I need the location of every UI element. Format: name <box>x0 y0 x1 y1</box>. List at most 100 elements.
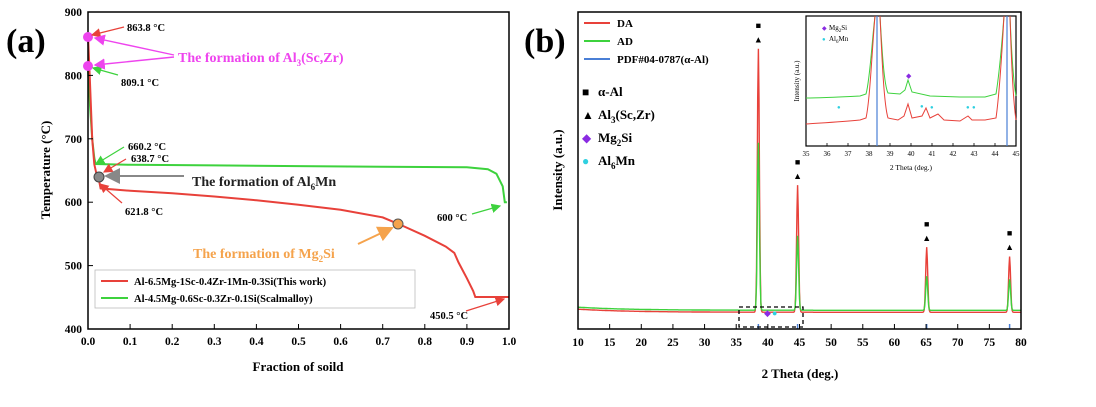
phase-marker-alpha-al: ■ <box>1007 228 1012 238</box>
inset-x-tick-label: 45 <box>1013 150 1021 158</box>
series-ad-line <box>578 142 1021 311</box>
panel-a-y-ticks: 400 500 600 700 800 900 <box>65 7 93 336</box>
x-tick-label: 40 <box>762 337 774 349</box>
inset-al6mn-marker-2: ● <box>920 104 924 110</box>
inset-x-tick-label: 42 <box>950 150 958 158</box>
x-tick-label: 80 <box>1015 337 1027 349</box>
inset-legend-mg2si: Mg2Si <box>829 24 847 34</box>
label-660-2: 660.2 °C <box>128 142 166 153</box>
inset-x-label: 2 Theta (deg.) <box>890 163 933 172</box>
phase-markers: ■ ▲ ■ ▲ ■ ▲ ■ ▲ <box>754 21 1014 253</box>
x-tick-label: 70 <box>952 337 964 349</box>
arrow-660 <box>94 146 125 165</box>
x-tick-label: 0.1 <box>123 336 138 348</box>
inset-x-tick-label: 36 <box>824 150 832 158</box>
legend-box <box>94 269 416 309</box>
panel-a: (a) 0.0 0.1 0.2 0.3 0.4 0.5 0.6 0.7 0.8 0.9 1.0 40… <box>6 7 516 374</box>
x-tick-label: 0.7 <box>376 336 391 348</box>
arrow-863 <box>90 26 125 38</box>
panel-a-x-label: Fraction of soild <box>253 359 345 374</box>
y-tick-label: 600 <box>65 197 83 209</box>
inset-y-label: Intensity (a.u.) <box>793 60 801 102</box>
label-809-1: 809.1 °C <box>121 78 159 89</box>
label-450-5: 450.5 °C <box>430 311 468 322</box>
legend-item-pdf: PDF#04-0787(α-Al) <box>617 54 709 66</box>
marker-mg2si <box>392 218 404 230</box>
arrow-mg2si <box>357 226 394 245</box>
x-tick-label: 55 <box>857 337 869 349</box>
phase-marker-al3sczr: ▲ <box>922 233 931 243</box>
legend-item-da: DA <box>617 18 633 30</box>
arrow-alsczr-2 <box>93 56 175 70</box>
inset-mg2si-marker: ◆ <box>906 72 912 80</box>
x-tick-label: 45 <box>794 337 806 349</box>
y-tick-label: 400 <box>65 324 83 336</box>
phase-legend-mg2si: Mg2Si <box>598 130 633 148</box>
zoom-inset: ◆ ● ● ● ● ● ◆ Mg2Si ● Al6Mn 35 36 37 38 39 40… <box>793 15 1021 172</box>
marker-809-1 <box>83 61 93 71</box>
phase-legend-al6mn: Al6Mn <box>598 153 636 171</box>
legend-item-this-work: Al-6.5Mg-1Sc-0.4Zr-1Mn-0.3Si(This work) <box>134 277 327 288</box>
x-tick-label: 65 <box>920 337 932 349</box>
label-638-7: 638.7 °C <box>131 154 169 165</box>
inset-x-tick-label: 40 <box>908 150 916 158</box>
x-tick-label: 20 <box>636 337 648 349</box>
panel-b-series-legend: DA AD PDF#04-0787(α-Al) <box>584 18 709 66</box>
phase-marker-alpha-al: ■ <box>756 21 761 31</box>
x-tick-label: 15 <box>604 337 616 349</box>
x-tick-label: 0.6 <box>333 336 348 348</box>
marker-al6mn <box>93 171 105 183</box>
label-600: 600 °C <box>437 213 467 224</box>
phase-legend-al3sczr: Al3(Sc,Zr) <box>598 107 655 125</box>
inset-frame <box>805 15 1017 147</box>
x-tick-label: 1.0 <box>502 336 517 348</box>
phase-marker-al3sczr: ▲ <box>754 35 763 45</box>
label-formation-alsczr: The formation of Al3(Sc,Zr) <box>178 51 344 68</box>
phase-marker-alpha-al: ■ <box>795 157 800 167</box>
phase-legend-symbol-alpha-al: ■ <box>582 85 589 99</box>
legend-item-ad: AD <box>617 36 633 48</box>
inset-x-tick-label: 38 <box>866 150 874 158</box>
inset-x-tick-label: 41 <box>929 150 937 158</box>
inset-al6mn-marker-5: ● <box>972 105 976 111</box>
x-tick-label: 0.9 <box>460 336 475 348</box>
x-tick-label: 10 <box>572 337 584 349</box>
panel-b-x-label: 2 Theta (deg.) <box>762 366 839 381</box>
inset-al6mn-marker-4: ● <box>966 105 970 111</box>
inset-al6mn-marker-1: ● <box>837 105 841 111</box>
panel-b-label: (b) <box>524 23 566 60</box>
y-tick-label: 700 <box>65 134 83 146</box>
label-863-8: 863.8 °C <box>127 23 165 34</box>
panel-b-phase-legend: ■ α-Al ▲ Al3(Sc,Zr) ◆ Mg2Si ● Al6Mn <box>582 84 655 171</box>
inset-x-ticks: 35 36 37 38 39 40 41 42 43 44 45 <box>803 143 1021 158</box>
x-tick-label: 0.5 <box>291 336 306 348</box>
zoom-al6mn-marker: ● <box>772 308 777 318</box>
panel-a-y-label: Temperature (°C) <box>38 121 53 220</box>
inset-legend-al6mn: Al6Mn <box>829 35 849 45</box>
panel-b-y-label: Intensity (a.u.) <box>550 129 565 210</box>
inset-legend-symbol-al6mn: ● <box>822 37 826 43</box>
phase-marker-al3sczr: ▲ <box>793 171 802 181</box>
x-tick-label: 35 <box>730 337 742 349</box>
x-tick-label: 0.4 <box>249 336 264 348</box>
inset-da-line <box>805 15 1017 125</box>
arrow-450 <box>465 296 506 312</box>
inset-x-tick-label: 37 <box>845 150 853 158</box>
phase-legend-symbol-al6mn: ● <box>582 154 589 168</box>
panel-a-label: (a) <box>6 23 46 60</box>
x-tick-label: 0.0 <box>81 336 96 348</box>
panel-a-legend: Al-6.5Mg-1Sc-0.4Zr-1Mn-0.3Si(This work) … <box>94 269 416 309</box>
label-formation-mg2si: The formation of Mg2Si <box>193 247 335 264</box>
x-tick-label: 50 <box>825 337 837 349</box>
inset-x-tick-label: 35 <box>803 150 811 158</box>
x-tick-label: 0.8 <box>418 336 433 348</box>
phase-legend-symbol-al3sczr: ▲ <box>582 108 594 122</box>
y-tick-label: 900 <box>65 7 83 19</box>
phase-legend-symbol-mg2si: ◆ <box>582 131 592 145</box>
phase-legend-alpha-al: α-Al <box>598 84 623 99</box>
zoom-region-box <box>738 306 804 328</box>
arrow-809 <box>91 65 119 76</box>
x-tick-label: 0.2 <box>165 336 180 348</box>
panel-b-x-ticks: 10 15 20 25 30 35 40 45 50 55 60 65 70 75 80 <box>572 324 1027 349</box>
